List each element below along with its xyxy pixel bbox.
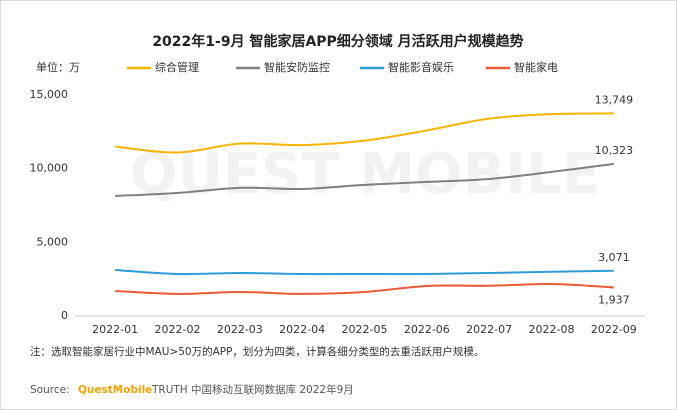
- y-tick-label: 10,000: [30, 162, 69, 175]
- unit-label: 单位：万: [36, 60, 80, 74]
- x-tick-label: 2022-04: [279, 323, 325, 336]
- note: 注：选取智能家居行业中MAU>50万的APP，划分为四类，计算各细分类型的去重活…: [30, 345, 484, 358]
- value-label: 1,937: [598, 293, 630, 306]
- x-tick-label: 2022-03: [217, 323, 263, 336]
- legend-label: 智能影音娱乐: [388, 60, 454, 74]
- x-tick-label: 2022-09: [591, 323, 637, 336]
- x-tick-label: 2022-01: [92, 323, 138, 336]
- series-line: [115, 283, 614, 295]
- source-brand: QuestMobile: [78, 384, 152, 396]
- legend-label: 智能家电: [514, 60, 558, 74]
- legend-label: 智能安防监控: [264, 60, 330, 74]
- series-line: [115, 162, 614, 197]
- source-text: TRUTH 中国移动互联网数据库 2022年9月: [151, 383, 354, 396]
- y-tick-label: 5,000: [37, 235, 69, 248]
- x-tick-label: 2022-02: [155, 323, 201, 336]
- series-line: [115, 112, 614, 154]
- value-label: 13,749: [595, 93, 634, 106]
- value-label: 10,323: [595, 144, 634, 157]
- value-label: 3,071: [598, 251, 630, 264]
- y-tick-label: 0: [61, 309, 68, 322]
- x-tick-label: 2022-05: [342, 323, 388, 336]
- chart-title: 2022年1-9月 智能家居APP细分领域 月活跃用户规模趋势: [152, 33, 523, 50]
- x-tick-label: 2022-08: [529, 323, 575, 336]
- series-line: [115, 269, 614, 276]
- x-tick-label: 2022-06: [404, 323, 450, 336]
- x-tick-label: 2022-07: [466, 323, 512, 336]
- legend-label: 综合管理: [155, 60, 199, 74]
- source-prefix: Source:: [30, 384, 70, 396]
- y-tick-label: 15,000: [30, 88, 69, 101]
